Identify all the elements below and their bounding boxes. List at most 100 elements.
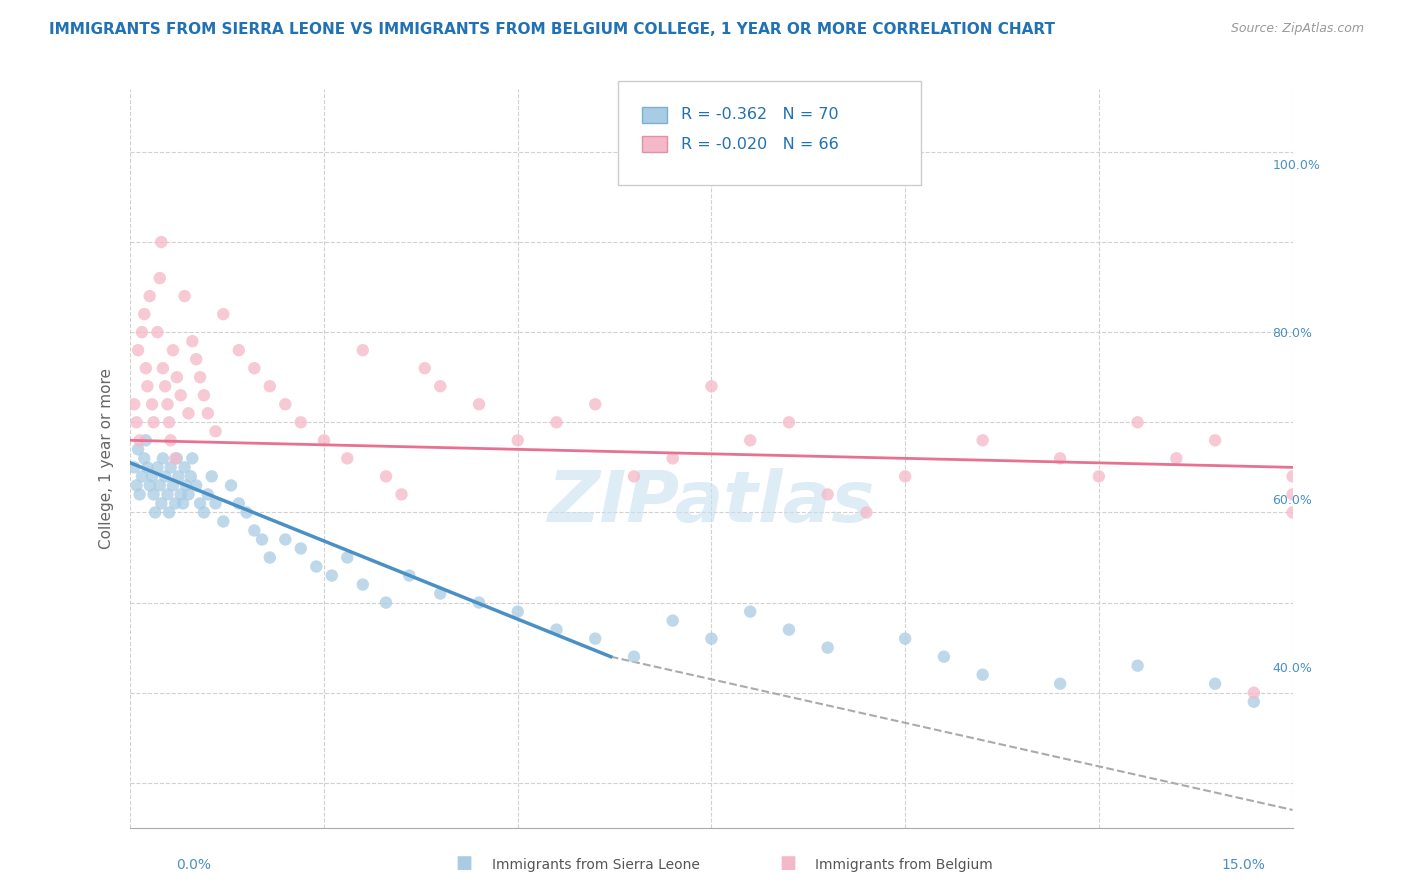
Point: [312, 434, 335, 448]
Point: [156, 487, 179, 501]
Point: [125, 478, 148, 492]
Point: [186, 352, 208, 367]
Point: [583, 397, 606, 411]
Point: [173, 289, 195, 303]
Bar: [641, 106, 668, 123]
Point: [153, 469, 176, 483]
Point: [468, 397, 491, 411]
Point: [122, 397, 145, 411]
Text: R = -0.020   N = 66: R = -0.020 N = 66: [682, 136, 839, 152]
Point: [468, 596, 491, 610]
Point: [127, 442, 149, 457]
Point: [429, 586, 451, 600]
Point: [661, 451, 683, 466]
Point: [894, 469, 917, 483]
Point: [1166, 451, 1188, 466]
Point: [204, 425, 226, 439]
Point: [181, 451, 204, 466]
Point: [972, 667, 994, 681]
Point: [1243, 686, 1265, 700]
Bar: [641, 136, 668, 153]
Point: [172, 496, 194, 510]
Point: [212, 515, 235, 529]
Point: [1204, 434, 1226, 448]
Point: [1281, 505, 1303, 519]
Point: [352, 343, 374, 358]
Point: [259, 379, 281, 393]
Point: [546, 623, 568, 637]
Text: Immigrants from Belgium: Immigrants from Belgium: [815, 858, 993, 872]
Point: [1088, 469, 1111, 483]
Point: [623, 469, 645, 483]
Point: [177, 406, 200, 420]
Point: [188, 496, 211, 510]
Text: 0.0%: 0.0%: [176, 858, 211, 872]
Point: [235, 505, 257, 519]
Point: [972, 434, 994, 448]
Point: [157, 415, 180, 429]
Point: [177, 487, 200, 501]
Point: [1126, 658, 1149, 673]
Point: [122, 460, 145, 475]
Point: [131, 325, 153, 339]
Point: [274, 533, 297, 547]
Point: [290, 415, 312, 429]
Point: [243, 361, 266, 376]
Point: [180, 469, 202, 483]
Text: Immigrants from Sierra Leone: Immigrants from Sierra Leone: [492, 858, 700, 872]
Text: ZIPatlas: ZIPatlas: [548, 468, 875, 537]
Point: [166, 451, 188, 466]
Point: [932, 649, 955, 664]
Point: [159, 434, 181, 448]
Point: [146, 325, 169, 339]
Point: [700, 379, 723, 393]
Point: [136, 460, 159, 475]
Point: [153, 379, 176, 393]
Point: [186, 478, 208, 492]
Point: [1281, 487, 1303, 501]
Point: [506, 434, 529, 448]
Point: [778, 415, 800, 429]
Point: [375, 596, 398, 610]
Text: ■: ■: [779, 855, 796, 872]
Point: [188, 370, 211, 384]
Point: [128, 487, 150, 501]
Point: [152, 361, 174, 376]
Text: ■: ■: [456, 855, 472, 872]
Point: [141, 397, 163, 411]
Point: [700, 632, 723, 646]
Point: [143, 505, 166, 519]
Point: [398, 568, 420, 582]
Point: [212, 307, 235, 321]
Text: Source: ZipAtlas.com: Source: ZipAtlas.com: [1230, 22, 1364, 36]
Point: [193, 388, 215, 402]
Point: [1243, 695, 1265, 709]
Point: [181, 334, 204, 348]
Point: [305, 559, 328, 574]
FancyBboxPatch shape: [619, 81, 921, 185]
Point: [167, 469, 190, 483]
Point: [204, 496, 226, 510]
Point: [170, 388, 193, 402]
Point: [352, 577, 374, 591]
Point: [135, 361, 157, 376]
Point: [290, 541, 312, 556]
Point: [336, 451, 359, 466]
Point: [274, 397, 297, 411]
Text: 15.0%: 15.0%: [1222, 858, 1265, 872]
Point: [201, 469, 224, 483]
Point: [259, 550, 281, 565]
Point: [228, 496, 250, 510]
Point: [197, 487, 219, 501]
Text: 100.0%: 100.0%: [1272, 159, 1320, 172]
Point: [136, 379, 159, 393]
Point: [128, 434, 150, 448]
Point: [894, 632, 917, 646]
Point: [166, 370, 188, 384]
Point: [219, 478, 242, 492]
Point: [855, 505, 877, 519]
Point: [146, 460, 169, 475]
Point: [157, 505, 180, 519]
Point: [150, 235, 173, 249]
Point: [138, 289, 160, 303]
